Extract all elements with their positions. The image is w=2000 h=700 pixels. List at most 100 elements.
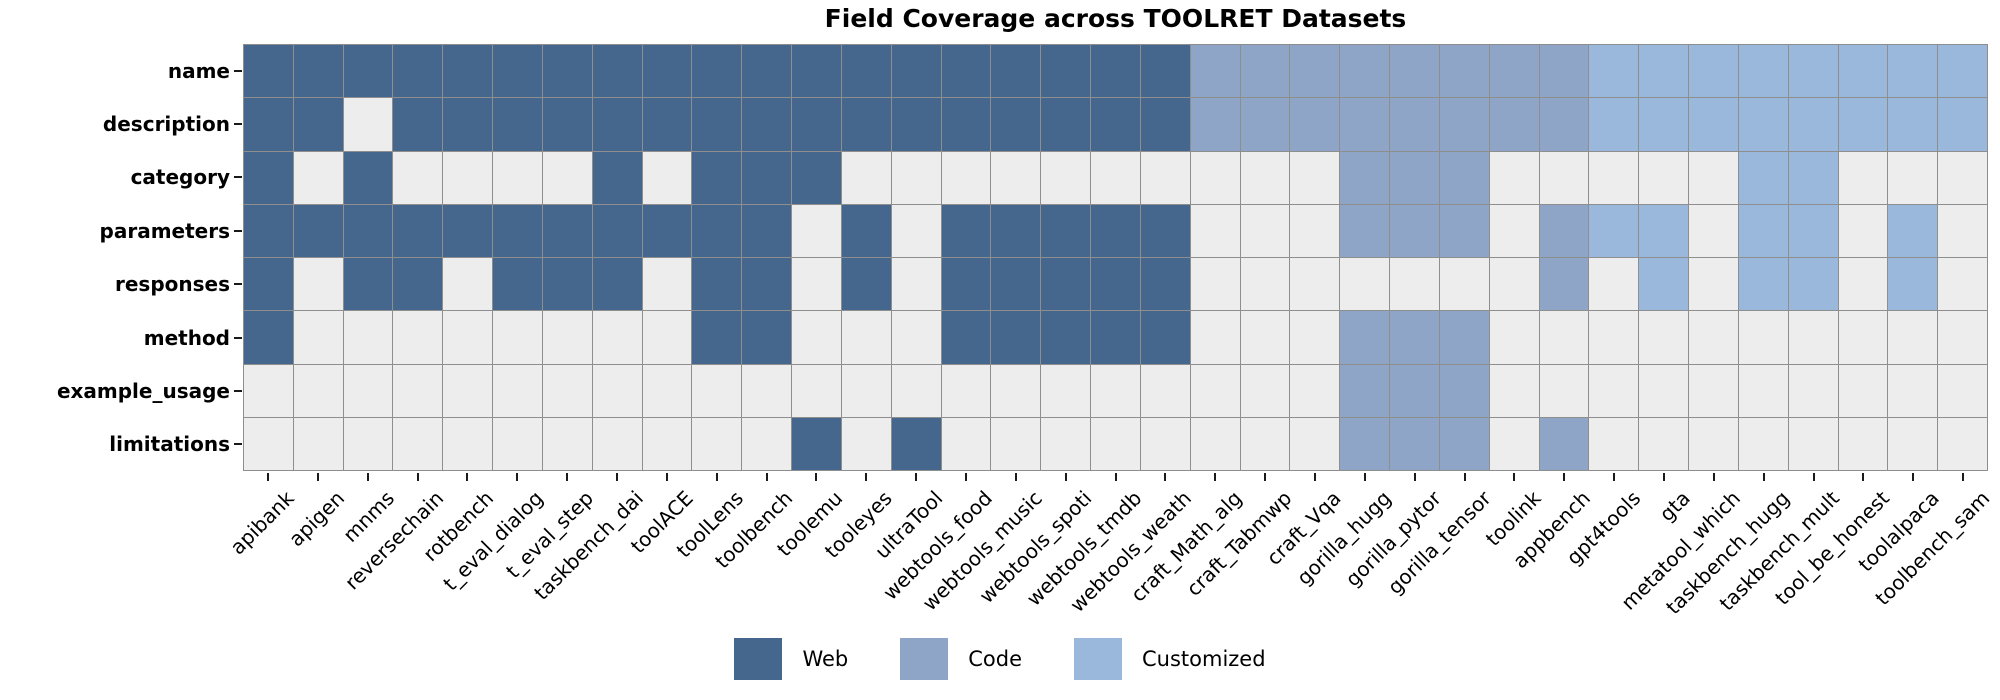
heatmap-cell-category-taskbench_dai <box>592 151 642 204</box>
heatmap-cell-example_usage-taskbench_hugg <box>1738 364 1788 417</box>
heatmap-cell-method-tool_be_honest <box>1838 311 1888 364</box>
y-axis-label-name: name <box>167 58 230 83</box>
heatmap-cell-category-webtools_spoti <box>1041 151 1091 204</box>
heatmap-cell-description-gorilla_tensor <box>1439 98 1489 151</box>
legend-label-web: Web <box>802 647 849 671</box>
heatmap-cell-category-toolbench_sam <box>1938 151 1987 204</box>
x-tick <box>765 473 768 481</box>
heatmap-cell-name-mnms <box>343 45 393 98</box>
y-axis-label-category: category <box>130 165 230 190</box>
heatmap-cell-name-t_eval_step <box>542 45 592 98</box>
heatmap-cell-description-toolbench_sam <box>1938 98 1987 151</box>
heatmap-cell-parameters-reversechain <box>393 204 443 257</box>
x-tick <box>1114 473 1117 481</box>
heatmap-cell-category-gorilla_hugg <box>1340 151 1390 204</box>
heatmap-cell-responses-appbench <box>1539 258 1589 311</box>
heatmap-cell-category-toolink <box>1489 151 1539 204</box>
heatmap-cell-method-toolLens <box>692 311 742 364</box>
heatmap-cell-method-webtools_spoti <box>1041 311 1091 364</box>
heatmap-cell-method-taskbench_mult <box>1788 311 1838 364</box>
x-tick <box>1264 473 1267 481</box>
heatmap-cell-parameters-webtools_weath <box>1140 204 1190 257</box>
heatmap-cell-name-toolLens <box>692 45 742 98</box>
heatmap-cell-responses-gorilla_pytor <box>1390 258 1439 311</box>
heatmap-cell-name-metatool_which <box>1689 45 1738 98</box>
heatmap-cell-method-toolbench_sam <box>1938 311 1987 364</box>
heatmap-cell-method-tooleyes <box>841 311 891 364</box>
heatmap-cell-limitations-apigen <box>293 417 343 470</box>
heatmap-cell-responses-toolink <box>1489 258 1539 311</box>
heatmap-cell-description-craft_Tabmwp <box>1240 98 1290 151</box>
heatmap-cell-method-webtools_music <box>991 311 1041 364</box>
heatmap-cell-parameters-apibank <box>244 204 293 257</box>
x-tick <box>815 473 818 481</box>
heatmap-cell-limitations-metatool_which <box>1689 417 1738 470</box>
heatmap-cell-description-toolbench <box>742 98 792 151</box>
heatmap-cell-example_usage-webtools_food <box>941 364 991 417</box>
heatmap-cell-name-toolbench <box>742 45 792 98</box>
heatmap-cell-limitations-taskbench_mult <box>1788 417 1838 470</box>
heatmap-cell-description-reversechain <box>393 98 443 151</box>
heatmap-cell-description-rotbench <box>443 98 493 151</box>
heatmap-cell-category-rotbench <box>443 151 493 204</box>
heatmap-cell-limitations-toolACE <box>642 417 692 470</box>
x-tick <box>416 473 419 481</box>
heatmap-cell-name-tooleyes <box>841 45 891 98</box>
heatmap-cell-responses-t_eval_dialog <box>493 258 542 311</box>
heatmap-cell-limitations-taskbench_dai <box>592 417 642 470</box>
heatmap-cell-description-appbench <box>1539 98 1589 151</box>
heatmap-cell-responses-reversechain <box>393 258 443 311</box>
heatmap-cell-responses-craft_Math_alg <box>1190 258 1240 311</box>
heatmap-cell-responses-tooleyes <box>841 258 891 311</box>
y-axis-label-method: method <box>143 325 230 350</box>
heatmap-cell-method-taskbench_hugg <box>1738 311 1788 364</box>
x-tick <box>615 473 618 481</box>
heatmap-cell-example_usage-gorilla_tensor <box>1439 364 1489 417</box>
heatmap-cell-category-t_eval_dialog <box>493 151 542 204</box>
heatmap-cell-example_usage-reversechain <box>393 364 443 417</box>
heatmap-cell-method-toolbench <box>742 311 792 364</box>
x-tick <box>1413 473 1416 481</box>
heatmap-cell-name-gorilla_hugg <box>1340 45 1390 98</box>
heatmap-cell-example_usage-t_eval_dialog <box>493 364 542 417</box>
heatmap-cell-parameters-mnms <box>343 204 393 257</box>
heatmap-cell-responses-toolACE <box>642 258 692 311</box>
heatmap-cell-example_usage-gorilla_pytor <box>1390 364 1439 417</box>
heatmap-cell-limitations-craft_Vqa <box>1290 417 1340 470</box>
heatmap-cell-category-metatool_which <box>1689 151 1738 204</box>
heatmap-cell-example_usage-toolemu <box>792 364 841 417</box>
heatmap-cell-parameters-gorilla_tensor <box>1439 204 1489 257</box>
heatmap-cell-category-craft_Tabmwp <box>1240 151 1290 204</box>
y-tick <box>234 336 242 339</box>
x-tick <box>1164 473 1167 481</box>
heatmap-cell-name-webtools_spoti <box>1041 45 1091 98</box>
heatmap-cell-description-apibank <box>244 98 293 151</box>
heatmap-cell-limitations-tool_be_honest <box>1838 417 1888 470</box>
heatmap-cell-responses-webtools_weath <box>1140 258 1190 311</box>
heatmap-cell-method-toolemu <box>792 311 841 364</box>
heatmap-cell-category-reversechain <box>393 151 443 204</box>
heatmap-cell-responses-metatool_which <box>1689 258 1738 311</box>
heatmap-cell-parameters-rotbench <box>443 204 493 257</box>
heatmap-cell-responses-craft_Tabmwp <box>1240 258 1290 311</box>
heatmap-cell-limitations-ultraTool <box>891 417 941 470</box>
heatmap-cell-category-gta <box>1639 151 1689 204</box>
x-tick <box>266 473 269 481</box>
x-tick <box>366 473 369 481</box>
heatmap-cell-description-toolLens <box>692 98 742 151</box>
y-axis-label-parameters: parameters <box>99 218 230 243</box>
heatmap-cell-example_usage-toolink <box>1489 364 1539 417</box>
y-tick <box>234 443 242 446</box>
heatmap-cell-category-taskbench_hugg <box>1738 151 1788 204</box>
heatmap-cell-name-reversechain <box>393 45 443 98</box>
heatmap-cell-category-mnms <box>343 151 393 204</box>
y-tick <box>234 176 242 179</box>
heatmap-cell-method-gorilla_pytor <box>1390 311 1439 364</box>
heatmap-cell-example_usage-gorilla_hugg <box>1340 364 1390 417</box>
x-tick <box>1613 473 1616 481</box>
heatmap-cell-name-appbench <box>1539 45 1589 98</box>
heatmap-cell-parameters-craft_Math_alg <box>1190 204 1240 257</box>
heatmap-cell-example_usage-webtools_weath <box>1140 364 1190 417</box>
heatmap-cell-parameters-webtools_tmdb <box>1091 204 1140 257</box>
heatmap-cell-category-toolLens <box>692 151 742 204</box>
